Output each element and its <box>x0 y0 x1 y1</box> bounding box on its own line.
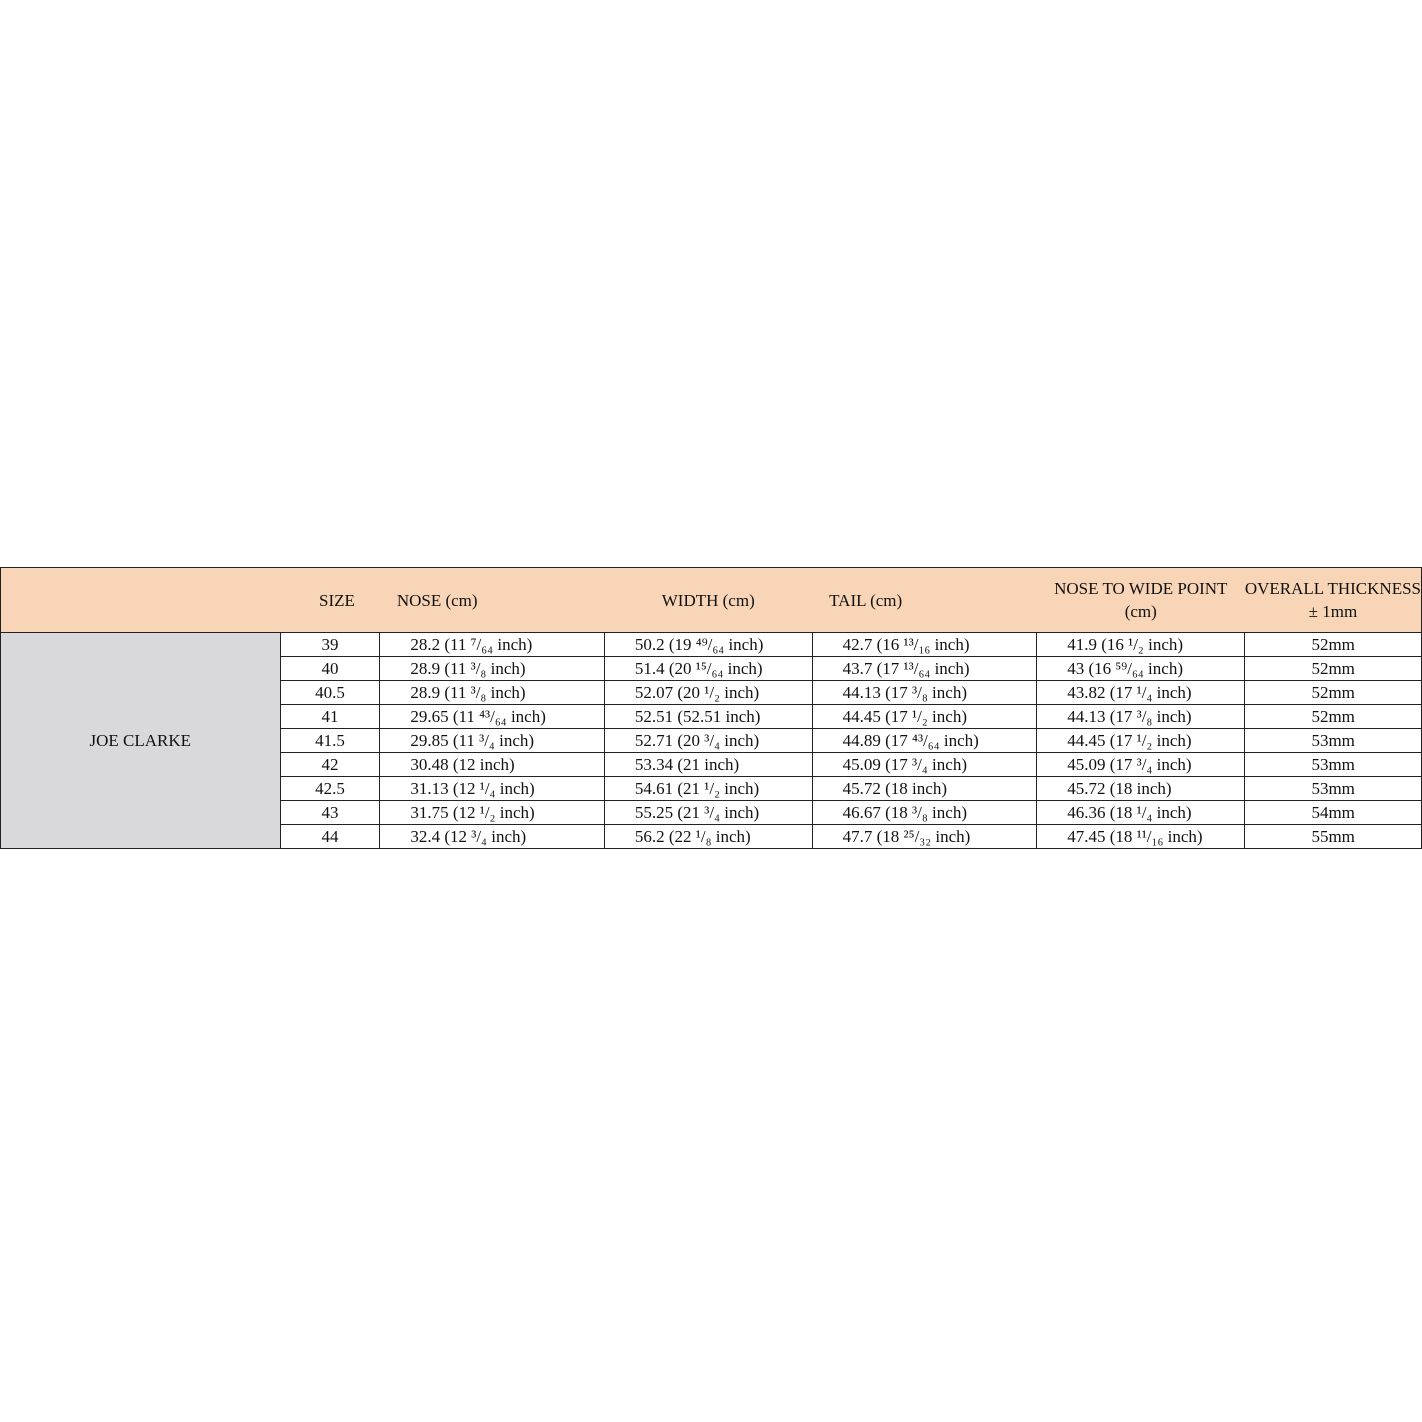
header-thickness-line2: ± 1mm <box>1308 602 1358 621</box>
header-ntwp-line2: (cm) <box>1124 602 1157 621</box>
table-row: JOE CLARKE 39 28.2 (11 ⁷/₆₄ inch) 50.2 (19 … <box>0 632 1422 849</box>
nose-cell: 32.4 (12 ³/₄ inch) <box>379 824 605 849</box>
nose-to-wide-point-cell: 47.45 (18 ¹¹/₁₆ inch) <box>1036 824 1246 849</box>
width-cell: 53.34 (21 inch) <box>603 752 813 777</box>
size-chart-table: SIZE NOSE (cm) WIDTH (cm) TAIL (cm) NOSE… <box>0 567 1422 849</box>
nose-cell: 30.48 (12 inch) <box>379 752 605 777</box>
width-cell: 52.07 (20 ¹/₂ inch) <box>603 680 813 705</box>
thickness-cell: 53mm <box>1244 752 1422 777</box>
header-tail: TAIL (cm) <box>812 567 1037 633</box>
width-cell: 52.71 (20 ³/₄ inch) <box>603 728 813 753</box>
thickness-cell: 52mm <box>1244 680 1422 705</box>
size-cell: 41.5 <box>279 728 381 753</box>
table-row: 42 30.48 (12 inch) 53.34 (21 inch) 45.09 (1… <box>1 752 1422 777</box>
header-nose-to-wide-point: NOSE TO WIDE POINT (cm) <box>1036 567 1245 633</box>
header-row: SIZE NOSE (cm) WIDTH (cm) TAIL (cm) NOSE… <box>0 567 1422 633</box>
thickness-cell: 52mm <box>1244 656 1422 681</box>
width-cell: 52.51 (52.51 inch) <box>603 704 813 729</box>
tail-cell: 45.72 (18 inch) <box>811 776 1038 801</box>
size-cell: 40 <box>279 656 381 681</box>
nose-to-wide-point-cell: 44.45 (17 ¹/₂ inch) <box>1036 728 1246 753</box>
thickness-cell: 55mm <box>1244 824 1422 849</box>
size-cell: 39 <box>279 632 381 657</box>
width-cell: 56.2 (22 ¹/₈ inch) <box>603 824 813 849</box>
size-cell: 42.5 <box>279 776 381 801</box>
tail-cell: 47.7 (18 ²⁵/₃₂ inch) <box>811 824 1038 849</box>
nose-to-wide-point-cell: 43 (16 ⁵⁹/₆₄ inch) <box>1036 656 1246 681</box>
tail-cell: 45.09 (17 ³/₄ inch) <box>811 752 1038 777</box>
nose-cell: 28.9 (11 ³/₈ inch) <box>379 680 605 705</box>
tail-cell: 42.7 (16 ¹³/₁₆ inch) <box>811 632 1038 657</box>
table-row: 43 31.75 (12 ¹/₂ inch) 55.25 (21 ³/₄ inch)… <box>1 800 1422 825</box>
table-row: 41 29.65 (11 ⁴³/₆₄ inch) 52.51 (52.51 inch… <box>1 704 1422 729</box>
size-cell: 40.5 <box>279 680 381 705</box>
thickness-cell: 53mm <box>1244 776 1422 801</box>
width-cell: 55.25 (21 ³/₄ inch) <box>603 800 813 825</box>
thickness-cell: 52mm <box>1244 632 1422 657</box>
nose-to-wide-point-cell: 41.9 (16 ¹/₂ inch) <box>1036 632 1246 657</box>
nose-cell: 28.2 (11 ⁷/₆₄ inch) <box>379 632 605 657</box>
header-nose: NOSE (cm) <box>379 567 605 633</box>
size-cell: 43 <box>279 800 381 825</box>
thickness-cell: 52mm <box>1244 704 1422 729</box>
table-row: 41.5 29.85 (11 ³/₄ inch) 52.71 (20 ³/₄ inc… <box>1 728 1422 753</box>
tail-cell: 44.45 (17 ¹/₂ inch) <box>811 704 1038 729</box>
nose-cell: 29.65 (11 ⁴³/₆₄ inch) <box>379 704 605 729</box>
header-ntwp-line1: NOSE TO WIDE POINT <box>1054 579 1228 598</box>
width-cell: 50.2 (19 ⁴⁹/₆₄ inch) <box>603 632 813 657</box>
nose-to-wide-point-cell: 43.82 (17 ¹/₄ inch) <box>1036 680 1246 705</box>
header-thickness: OVERALL THICKNESS ± 1mm <box>1244 567 1422 633</box>
header-size: SIZE <box>280 567 380 633</box>
nose-cell: 31.75 (12 ¹/₂ inch) <box>379 800 605 825</box>
tail-cell: 46.67 (18 ³/₈ inch) <box>811 800 1038 825</box>
nose-to-wide-point-cell: 44.13 (17 ³/₈ inch) <box>1036 704 1246 729</box>
table-row: 40 28.9 (11 ³/₈ inch) 51.4 (20 ¹⁵/₆₄ inch)… <box>1 656 1422 681</box>
size-cell: 44 <box>279 824 381 849</box>
nose-to-wide-point-cell: 45.09 (17 ³/₄ inch) <box>1036 752 1246 777</box>
model-name-cell: JOE CLARKE <box>0 632 281 849</box>
tail-cell: 44.89 (17 ⁴³/₆₄ inch) <box>811 728 1038 753</box>
table-row: 40.5 28.9 (11 ³/₈ inch) 52.07 (20 ¹/₂ inch… <box>1 680 1422 705</box>
width-cell: 54.61 (21 ¹/₂ inch) <box>603 776 813 801</box>
nose-to-wide-point-cell: 46.36 (18 ¹/₄ inch) <box>1036 800 1246 825</box>
width-cell: 51.4 (20 ¹⁵/₆₄ inch) <box>603 656 813 681</box>
thickness-cell: 53mm <box>1244 728 1422 753</box>
nose-cell: 29.85 (11 ³/₄ inch) <box>379 728 605 753</box>
tail-cell: 44.13 (17 ³/₈ inch) <box>811 680 1038 705</box>
table-row: 44 32.4 (12 ³/₄ inch) 56.2 (22 ¹/₈ inch) 47… <box>1 824 1422 849</box>
size-cell: 41 <box>279 704 381 729</box>
nose-to-wide-point-cell: 45.72 (18 inch) <box>1036 776 1246 801</box>
header-model <box>0 567 281 633</box>
header-thickness-line1: OVERALL THICKNESS <box>1244 579 1421 598</box>
nose-cell: 28.9 (11 ³/₈ inch) <box>379 656 605 681</box>
size-cell: 42 <box>279 752 381 777</box>
nose-cell: 31.13 (12 ¹/₄ inch) <box>379 776 605 801</box>
thickness-cell: 54mm <box>1244 800 1422 825</box>
header-width: WIDTH (cm) <box>604 567 813 633</box>
tail-cell: 43.7 (17 ¹³/₆₄ inch) <box>811 656 1038 681</box>
